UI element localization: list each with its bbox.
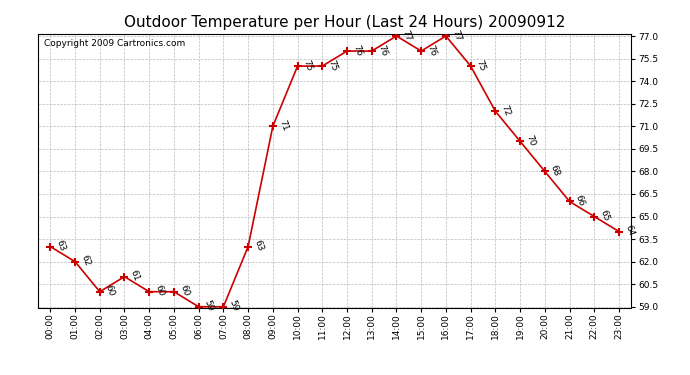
Text: 60: 60 [178, 284, 190, 298]
Text: 72: 72 [500, 104, 512, 117]
Text: 75: 75 [326, 58, 339, 72]
Text: 59: 59 [203, 299, 215, 313]
Text: 63: 63 [253, 239, 265, 253]
Text: 62: 62 [79, 254, 92, 268]
Text: 64: 64 [623, 224, 635, 238]
Text: 61: 61 [128, 269, 141, 283]
Text: 60: 60 [104, 284, 117, 298]
Text: 60: 60 [153, 284, 166, 298]
Text: 70: 70 [524, 134, 537, 147]
Text: 68: 68 [549, 164, 562, 177]
Text: 59: 59 [228, 299, 240, 313]
Text: 76: 76 [425, 44, 437, 57]
Text: Copyright 2009 Cartronics.com: Copyright 2009 Cartronics.com [44, 39, 185, 48]
Text: 75: 75 [475, 58, 487, 72]
Text: 77: 77 [450, 28, 462, 42]
Text: 77: 77 [401, 28, 413, 42]
Text: 65: 65 [598, 209, 611, 223]
Text: Outdoor Temperature per Hour (Last 24 Hours) 20090912: Outdoor Temperature per Hour (Last 24 Ho… [124, 15, 566, 30]
Text: 76: 76 [351, 44, 364, 57]
Text: 63: 63 [55, 239, 67, 253]
Text: 66: 66 [573, 194, 586, 208]
Text: 71: 71 [277, 118, 289, 132]
Text: 76: 76 [376, 44, 388, 57]
Text: 75: 75 [302, 58, 314, 72]
